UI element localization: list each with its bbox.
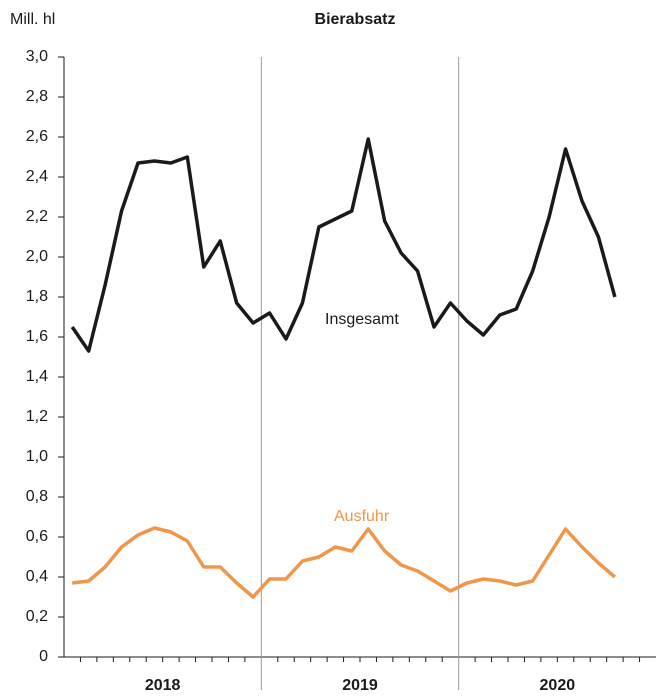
y-tick-label: 1,0 bbox=[26, 448, 48, 465]
x-group-label: 2020 bbox=[540, 677, 576, 694]
series-label: Insgesamt bbox=[325, 311, 399, 328]
y-tick-label: 0 bbox=[39, 648, 48, 665]
y-tick-label: 2,4 bbox=[26, 168, 48, 185]
y-tick-label: 1,6 bbox=[26, 328, 48, 345]
y-tick-label: 1,2 bbox=[26, 408, 48, 425]
series-line bbox=[70, 137, 617, 353]
y-tick-label: 0,8 bbox=[26, 488, 48, 505]
y-tick-label: 0,2 bbox=[26, 608, 48, 625]
y-tick-label: 2,6 bbox=[26, 128, 48, 145]
y-tick-label: 0,6 bbox=[26, 528, 48, 545]
x-group-label: 2019 bbox=[342, 677, 378, 694]
x-group-label: 2018 bbox=[145, 677, 181, 694]
series-line bbox=[72, 526, 617, 599]
series-label: Ausfuhr bbox=[334, 508, 390, 525]
y-tick-label: 1,8 bbox=[26, 288, 48, 305]
y-tick-label: 0,4 bbox=[26, 568, 48, 585]
y-axis-label: Mill. hl bbox=[10, 11, 55, 28]
y-tick-label: 2,0 bbox=[26, 248, 48, 265]
y-tick-label: 3,0 bbox=[26, 48, 48, 65]
y-tick-label: 2,8 bbox=[26, 88, 48, 105]
y-tick-label: 1,4 bbox=[26, 368, 48, 385]
y-tick-label: 2,2 bbox=[26, 208, 48, 225]
chart-title: Bierabsatz bbox=[315, 11, 396, 28]
